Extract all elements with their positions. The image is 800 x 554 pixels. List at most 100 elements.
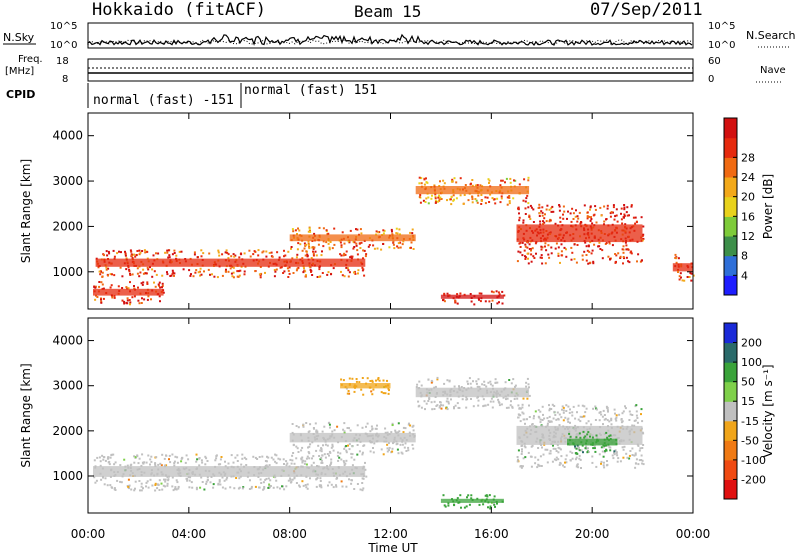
echo-band — [415, 176, 530, 206]
x-tick-label: 00:00 — [676, 527, 711, 541]
colorbar-segment — [724, 118, 737, 139]
echo-band — [289, 226, 416, 252]
colorbar-segment — [724, 381, 737, 402]
x-tick-label: 08:00 — [272, 527, 307, 541]
colorbar: 4 8 12 16 20 24 28 Power [dB] — [723, 117, 775, 296]
echo-band — [95, 249, 368, 279]
colorbar-tick-label: -100 — [741, 454, 766, 467]
colorbar-segment — [724, 479, 737, 500]
colorbar-tick-label: 15 — [741, 395, 755, 408]
date-title: 07/Sep/2011 — [590, 0, 703, 20]
echo-band — [440, 290, 506, 306]
beam-title: Beam 15 — [354, 2, 421, 21]
colorbar-segment — [724, 362, 737, 383]
x-tick-label: 16:00 — [474, 527, 509, 541]
nsky-tick-top: 10^5 — [50, 21, 77, 32]
y-tick-label: 1000 — [52, 469, 83, 483]
echo-band-core — [289, 432, 416, 443]
colorbar-segment — [724, 137, 737, 158]
freq-tick-top: 18 — [56, 56, 69, 67]
colorbar-segment — [724, 255, 737, 276]
nsearch-trace — [87, 39, 692, 45]
cpid-panel: CPID normal (fast) -151 normal (fast) 15… — [6, 83, 377, 108]
colorbar-segment — [724, 459, 737, 480]
echo-band-core — [95, 258, 366, 267]
nsky-label: N.Sky — [3, 31, 35, 44]
y-tick-label: 2000 — [52, 219, 83, 233]
colorbar-tick-label: 16 — [741, 210, 755, 223]
y-axis-label: Slant Range [km] — [19, 159, 33, 263]
colorbar-segment — [724, 323, 737, 344]
colorbar-segment — [724, 236, 737, 257]
nsky-trace — [87, 33, 693, 46]
echo-band-core — [289, 234, 416, 242]
y-tick-label: 3000 — [52, 379, 83, 393]
y-axis-label: Slant Range [km] — [19, 363, 33, 467]
freq-tick-bottom: 8 — [62, 74, 68, 85]
colorbar-tick-label: 50 — [741, 376, 755, 389]
colorbar-tick-label: 24 — [741, 171, 755, 184]
colorbar-tick-label: -200 — [741, 473, 766, 486]
x-tick-label: 04:00 — [172, 527, 207, 541]
echo-band — [672, 253, 695, 282]
y-tick-label: 4000 — [52, 129, 83, 143]
colorbar-segment — [724, 216, 737, 237]
colorbar-label: Velocity [m s⁻¹] — [761, 364, 775, 457]
echo-band — [93, 453, 368, 492]
cpid-label: CPID — [6, 88, 35, 101]
y-tick-label: 4000 — [52, 334, 83, 348]
cpid-segment-1: normal (fast) -151 — [93, 93, 234, 108]
colorbar: 200 100 50 15 -15 -50 -100 -200 Velocity [m s⁻¹] — [723, 322, 775, 500]
colorbar-tick-label: 12 — [741, 230, 755, 243]
echo-band-core — [93, 288, 164, 296]
nave-tick-top: 60 — [708, 56, 721, 67]
echo-band — [340, 377, 391, 396]
x-tick-label: 20:00 — [575, 527, 610, 541]
echo-band-core — [415, 387, 530, 398]
echo-band — [516, 203, 645, 265]
nsky-tick-bottom: 10^0 — [50, 40, 77, 51]
echo-band-core — [672, 263, 693, 272]
echo-band — [567, 430, 618, 455]
nsearch-label: N.Search — [746, 29, 796, 42]
colorbar-segment — [724, 157, 737, 178]
station-title: Hokkaido (fitACF) — [92, 0, 266, 20]
y-tick-label: 1000 — [52, 265, 83, 279]
nave-tick-bottom: 0 — [708, 74, 714, 85]
cpid-segment-2: normal (fast) 151 — [244, 83, 377, 98]
x-tick-label: 12:00 — [373, 527, 408, 541]
echo-band — [93, 281, 165, 306]
colorbar-segment — [724, 177, 737, 198]
colorbar-tick-label: 8 — [741, 250, 748, 263]
echo-band-core — [340, 383, 391, 389]
nsearch-tick-bottom: 10^0 — [708, 40, 735, 51]
colorbar-segment — [724, 440, 737, 461]
colorbar-tick-label: -50 — [741, 434, 759, 447]
colorbar-segment — [724, 342, 737, 363]
colorbar-tick-label: 100 — [741, 356, 762, 369]
colorbar-segment — [724, 196, 737, 217]
x-tick-label: 00:00 — [71, 527, 106, 541]
colorbar-tick-label: -15 — [741, 415, 759, 428]
colorbar-label: Power [dB] — [761, 174, 775, 239]
x-axis: 00:00 04:00 08:00 12:00 16:00 20:00 00:00 — [71, 527, 711, 541]
colorbar-tick-label: 200 — [741, 337, 762, 350]
echo-band — [415, 376, 531, 411]
colorbar-segment — [724, 275, 737, 296]
y-tick-label: 2000 — [52, 424, 83, 438]
echo-band-core — [516, 224, 643, 243]
echo-band-core — [567, 438, 618, 446]
colorbar-tick-label: 20 — [741, 191, 755, 204]
freq-panel: Freq. [MHz] 18 8 60 0 Nave — [5, 54, 786, 85]
echo-band-core — [440, 498, 504, 503]
x-axis-label: Time UT — [367, 541, 418, 554]
colorbar-tick-label: 28 — [741, 151, 755, 164]
echo-band — [289, 421, 416, 456]
y-tick-label: 3000 — [52, 174, 83, 188]
power-panel: 1000 2000 3000 4000 Slant Range [km] 4 8 12 16 20… — [19, 112, 775, 310]
colorbar-tick-label: 4 — [741, 269, 748, 282]
echo-band-core — [440, 294, 504, 299]
freq-label: Freq. — [18, 54, 43, 65]
echo-band — [440, 494, 504, 510]
